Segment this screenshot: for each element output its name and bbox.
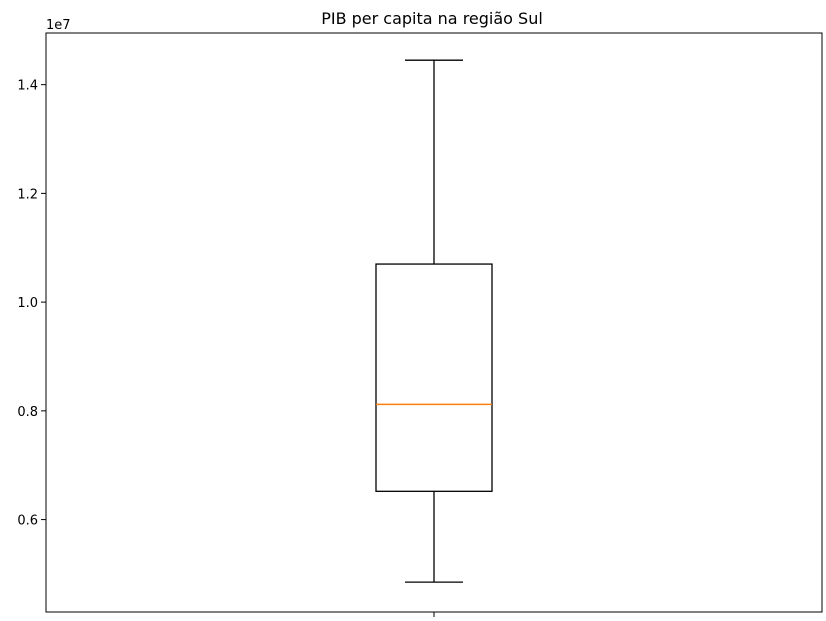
y-tick-label: 1.0: [17, 296, 38, 311]
y-tick-label: 1.2: [17, 187, 38, 202]
iqr-box: [375, 263, 493, 492]
chart-title: PIB per capita na região Sul: [321, 9, 543, 28]
y-tick-label: 0.6: [17, 514, 38, 529]
y-axis-offset-label: 1e7: [46, 18, 71, 33]
y-axis: 0.6 0.8 1.0 1.2 1.4: [17, 79, 46, 529]
box: [375, 59, 493, 583]
y-tick-label: 0.8: [17, 405, 38, 420]
y-tick-label: 1.4: [17, 79, 38, 94]
